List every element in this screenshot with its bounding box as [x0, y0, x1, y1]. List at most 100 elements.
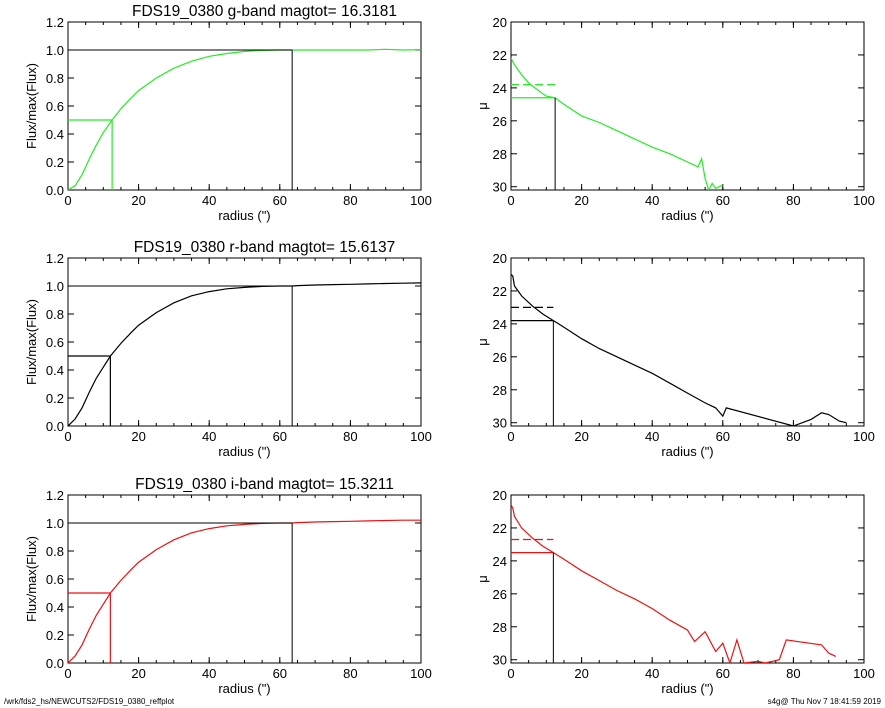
x-tick-label: 80	[786, 193, 800, 208]
profile-line	[511, 274, 847, 426]
profile-line	[511, 57, 724, 190]
x-tick-label: 40	[202, 429, 216, 444]
x-tick-label: 60	[716, 193, 730, 208]
panel-r-surface-brightness: 0 20 40 60 80 100 20 22 24 26 28 30 radius (") μ	[475, 251, 875, 459]
plot-area	[68, 282, 421, 426]
x-tick-label: 100	[410, 666, 432, 681]
x-tick-label: 80	[343, 193, 357, 208]
y-tick-label: 0.6	[46, 572, 64, 587]
y-tick-label: 1.2	[46, 488, 64, 503]
y-tick-label: 26	[493, 587, 507, 602]
y-tick-label: 20	[493, 251, 507, 266]
x-axis-label: radius (")	[218, 444, 270, 459]
plot-area	[511, 57, 724, 190]
y-tick-label: 0.0	[46, 183, 64, 198]
y-tick-label: 0.8	[46, 71, 64, 86]
x-tick-label: 100	[853, 666, 875, 681]
x-axis-label: radius (")	[218, 208, 270, 223]
x-tick-label: 0	[64, 193, 71, 208]
y-tick-label: 0.8	[46, 307, 64, 322]
x-tick-label: 20	[131, 193, 145, 208]
x-tick-label: 0	[64, 429, 71, 444]
y-tick-label: 0.0	[46, 419, 64, 434]
y-tick-label: 0.8	[46, 544, 64, 559]
x-tick-label: 80	[343, 429, 357, 444]
y-tick-label: 26	[493, 114, 507, 129]
x-tick-label: 0	[64, 666, 71, 681]
footer-path: /wrk/fds2_hs/NEWCUTS2/FDS19_0380_reffplo…	[4, 697, 175, 706]
plot-area	[68, 519, 421, 663]
x-tick-label: 20	[131, 666, 145, 681]
x-tick-label: 60	[716, 429, 730, 444]
y-tick-label: 0.2	[46, 155, 64, 170]
y-tick-label: 1.0	[46, 516, 64, 531]
y-tick-label: 1.0	[46, 43, 64, 58]
profile-line	[68, 48, 421, 190]
plot-area	[511, 504, 837, 663]
y-tick-label: 1.0	[46, 279, 64, 294]
y-tick-label: 28	[493, 147, 507, 162]
plot-frame	[510, 257, 865, 427]
plot-area	[511, 274, 847, 426]
x-tick-label: 80	[343, 666, 357, 681]
panel-g-surface-brightness: 0 20 40 60 80 100 20 22 24 26 28 30 radius (") μ	[475, 15, 875, 223]
x-tick-label: 100	[410, 429, 432, 444]
x-tick-label: 0	[507, 193, 514, 208]
plot-frame	[67, 494, 422, 664]
y-tick-label: 28	[493, 620, 507, 635]
plot-frame	[67, 257, 422, 427]
y-tick-label: 30	[493, 416, 507, 431]
y-axis-label: Flux/max(Flux)	[24, 299, 39, 385]
panel-g-growth-curve: 0 20 40 60 80 100 0.0 0.2 0.4 0.6 0.8 1.0 1.2 radius …	[24, 3, 432, 223]
x-tick-label: 0	[507, 666, 514, 681]
x-tick-label: 80	[786, 429, 800, 444]
y-axis-label: μ	[475, 338, 490, 346]
y-tick-label: 22	[493, 284, 507, 299]
profile-line	[68, 282, 421, 426]
panel-i-growth-curve: 0 20 40 60 80 100 0.0 0.2 0.4 0.6 0.8 1.0 1.2 radius …	[24, 476, 432, 696]
y-tick-label: 0.6	[46, 99, 64, 114]
y-tick-label: 26	[493, 350, 507, 365]
x-tick-label: 80	[786, 666, 800, 681]
y-tick-label: 1.2	[46, 251, 64, 266]
x-tick-label: 40	[645, 193, 659, 208]
y-tick-label: 0.6	[46, 335, 64, 350]
y-tick-label: 0.4	[46, 363, 64, 378]
x-tick-label: 100	[410, 193, 432, 208]
x-axis-label: radius (")	[661, 444, 713, 459]
plot-title: FDS19_0380 g-band magtot= 16.3181	[132, 3, 397, 20]
y-tick-label: 30	[493, 180, 507, 195]
x-tick-label: 60	[716, 666, 730, 681]
y-tick-label: 0.4	[46, 127, 64, 142]
x-tick-label: 20	[574, 193, 588, 208]
x-tick-label: 40	[645, 429, 659, 444]
profile-line	[511, 504, 837, 663]
x-axis-label: radius (")	[661, 681, 713, 696]
plot-frame	[510, 494, 865, 664]
panel-i-surface-brightness: 0 20 40 60 80 100 20 22 24 26 28 30 radius (") μ	[475, 488, 875, 696]
x-tick-label: 20	[574, 666, 588, 681]
x-axis-label: radius (")	[661, 208, 713, 223]
y-tick-label: 24	[493, 554, 507, 569]
plot-frame	[67, 21, 422, 191]
plot-title: FDS19_0380 r-band magtot= 15.6137	[134, 239, 396, 256]
profile-line	[68, 519, 421, 663]
y-tick-label: 1.2	[46, 15, 64, 30]
y-tick-label: 20	[493, 488, 507, 503]
x-tick-label: 60	[273, 429, 287, 444]
y-tick-label: 0.4	[46, 600, 64, 615]
x-tick-label: 20	[131, 429, 145, 444]
y-axis-label: Flux/max(Flux)	[24, 63, 39, 149]
x-tick-label: 40	[645, 666, 659, 681]
footer-timestamp: s4g@ Thu Nov 7 18:41:59 2019	[767, 697, 881, 706]
x-axis-label: radius (")	[218, 681, 270, 696]
x-tick-label: 20	[574, 429, 588, 444]
x-tick-label: 40	[202, 666, 216, 681]
y-tick-label: 30	[493, 653, 507, 668]
y-tick-label: 0.2	[46, 628, 64, 643]
x-tick-label: 100	[853, 193, 875, 208]
x-tick-label: 60	[273, 193, 287, 208]
y-tick-label: 0.2	[46, 391, 64, 406]
y-tick-label: 0.0	[46, 656, 64, 671]
